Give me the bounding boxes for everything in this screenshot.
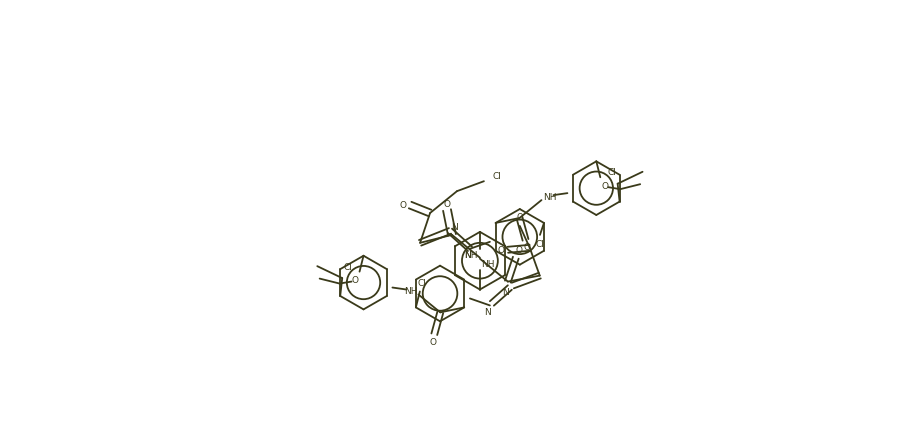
Text: Cl: Cl: [418, 278, 427, 287]
Text: O: O: [351, 276, 358, 284]
Text: O: O: [497, 246, 505, 255]
Text: Cl: Cl: [343, 262, 352, 271]
Text: NH: NH: [543, 192, 556, 201]
Text: O: O: [602, 181, 609, 190]
Text: O: O: [429, 337, 437, 346]
Text: Cl: Cl: [493, 172, 501, 180]
Text: O: O: [400, 200, 407, 209]
Text: N: N: [465, 251, 471, 260]
Text: O: O: [516, 246, 522, 255]
Text: O: O: [523, 243, 530, 252]
Text: N: N: [451, 223, 458, 232]
Text: N: N: [503, 287, 509, 296]
Text: O: O: [516, 213, 523, 222]
Text: Cl: Cl: [535, 240, 545, 249]
Text: NH: NH: [404, 286, 417, 295]
Text: NH: NH: [481, 260, 495, 269]
Text: NH: NH: [464, 251, 477, 260]
Text: N: N: [485, 307, 491, 316]
Text: Cl: Cl: [607, 168, 616, 177]
Text: O: O: [444, 199, 450, 208]
